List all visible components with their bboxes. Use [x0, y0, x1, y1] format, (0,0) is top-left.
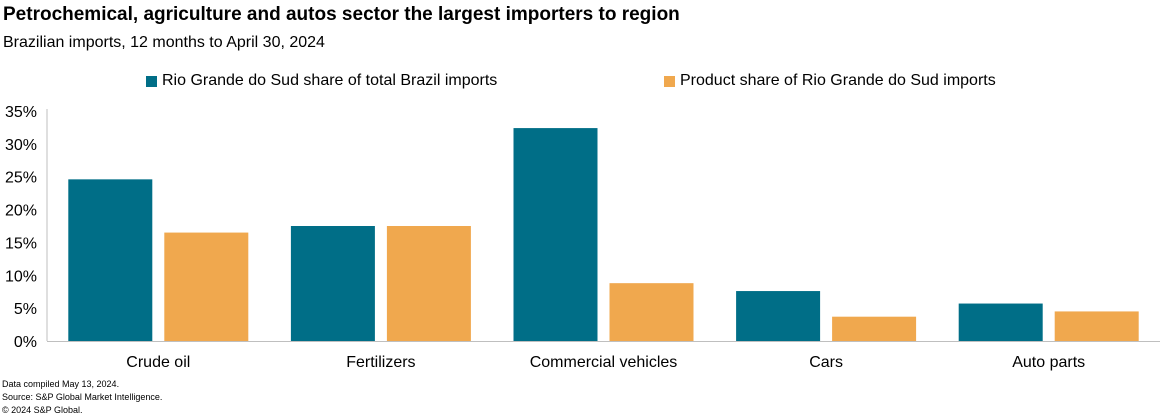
y-tick-label: 30% [5, 137, 37, 154]
bar-product-share [609, 283, 694, 341]
bar-rgs-share [736, 291, 821, 341]
y-tick-label: 25% [5, 170, 37, 187]
legend-swatch-product-share [664, 75, 675, 87]
bar-rgs-share [958, 303, 1043, 341]
legend-item-product-share: Product share of Rio Grande do Sud impor… [664, 72, 996, 90]
x-tick-label: Crude oil [126, 354, 190, 371]
x-tick-label: Cars [809, 354, 843, 371]
x-tick-label: Auto parts [1012, 354, 1085, 371]
x-tick-label: Commercial vehicles [530, 354, 678, 371]
footer-compiled: Data compiled May 13, 2024. [2, 379, 120, 389]
legend-label-rgs-share: Rio Grande do Sud share of total Brazil … [162, 72, 498, 89]
bar-product-share [386, 226, 471, 341]
bar-rgs-share [290, 226, 375, 341]
bar-rgs-share [513, 128, 598, 341]
bar-rgs-share [68, 179, 153, 341]
y-tick-label: 20% [5, 203, 37, 220]
y-tick-label: 5% [14, 301, 37, 318]
legend-label-product-share: Product share of Rio Grande do Sud impor… [680, 72, 996, 89]
y-tick-label: 0% [14, 334, 37, 351]
bar-product-share [1054, 311, 1139, 341]
legend-item-rgs-share: Rio Grande do Sud share of total Brazil … [146, 72, 497, 90]
chart-subtitle: Brazilian imports, 12 months to April 30… [3, 34, 325, 51]
legend-swatch-rgs-share [146, 75, 157, 87]
y-tick-label: 10% [5, 268, 37, 285]
bar-product-share [164, 232, 249, 341]
footer-source: Source: S&P Global Market Intelligence. [2, 392, 163, 402]
y-tick-label: 15% [5, 235, 37, 252]
footer-copyright: © 2024 S&P Global. [2, 405, 83, 415]
chart-title: Petrochemical, agriculture and autos sec… [3, 4, 680, 25]
legend: Rio Grande do Sud share of total Brazil … [0, 72, 1162, 94]
x-tick-label: Fertilizers [346, 354, 415, 371]
y-tick-label: 35% [5, 104, 37, 121]
bar-product-share [832, 316, 917, 341]
